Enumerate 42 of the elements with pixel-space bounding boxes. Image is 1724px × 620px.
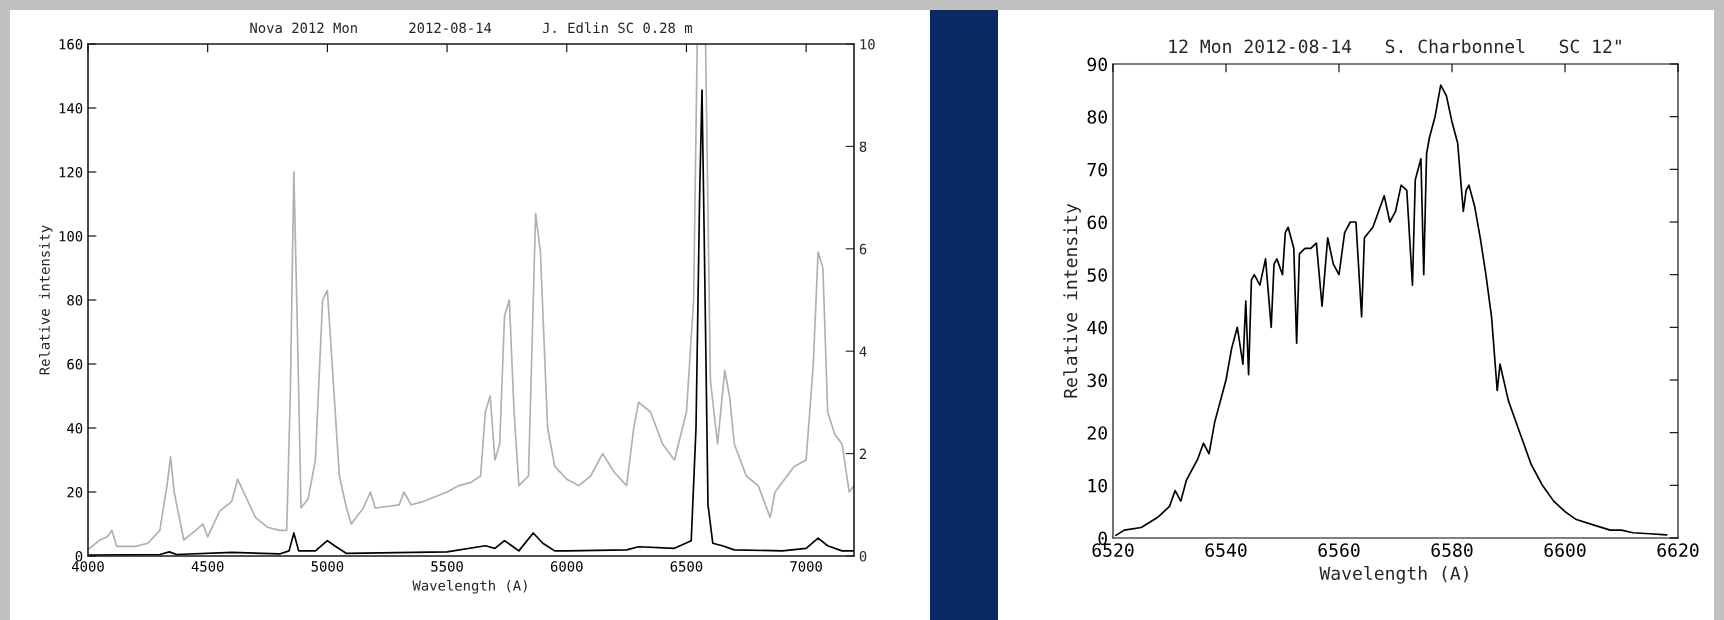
x-tick-label: 4000 (71, 561, 104, 572)
x-tick-label: 6580 (1431, 543, 1473, 557)
y-tick-label: 40 (67, 423, 83, 434)
y-tick-label: 10 (1088, 478, 1107, 493)
y2-tick-label: 10 (860, 39, 875, 50)
y-tick-label: 0 (75, 551, 83, 562)
x-tick-label: 5000 (311, 561, 344, 572)
y-tick-label: 40 (1087, 320, 1107, 335)
y-axis-title: Relative intensity (1063, 203, 1081, 398)
x-tick-label: 5500 (431, 561, 463, 572)
y2-tick-label: 8 (859, 141, 867, 152)
x-tick-label: 6620 (1657, 543, 1699, 557)
y-tick-label: 70 (1087, 162, 1107, 177)
y-tick-label: 120 (59, 167, 83, 178)
y-tick-label: 20 (1087, 426, 1107, 440)
y-tick-label: 160 (59, 39, 83, 50)
x-tick-label: 6560 (1318, 543, 1360, 557)
chart-title: Nova 2012 Mon 2012-08-14 J. Edlin SC 0.28 m (250, 22, 692, 34)
x-tick-label: 6500 (670, 561, 703, 572)
y-tick-label: 60 (67, 359, 83, 370)
x-tick-label: 6540 (1205, 543, 1247, 557)
x-tick-label: 6000 (550, 561, 583, 572)
x-tick-label: 6600 (1544, 543, 1586, 557)
y-tick-label: 30 (1087, 373, 1107, 388)
y-tick-label: 140 (59, 103, 83, 114)
y-tick-label: 90 (1087, 57, 1107, 72)
chart-title: 12 Mon 2012-08-14 S. Charbonnel SC 12" (1169, 39, 1621, 54)
x-axis-title: Wavelength (A) (412, 579, 527, 594)
x-axis-title: Wavelength (A) (1319, 565, 1468, 584)
x-tick-label: 4500 (191, 561, 224, 572)
y2-tick-label: 6 (859, 243, 867, 255)
y-tick-label: 50 (1087, 268, 1107, 282)
y-tick-label: 20 (67, 487, 83, 498)
y2-tick-label: 4 (859, 346, 867, 357)
y-tick-label: 60 (1087, 215, 1107, 230)
y-axis-title: Relative intensity (38, 225, 53, 375)
y-tick-label: 100 (59, 231, 83, 242)
y2-tick-label: 2 (859, 448, 867, 459)
y-tick-label: 80 (67, 295, 83, 306)
x-tick-label: 7000 (790, 561, 822, 572)
y2-tick-label: 0 (859, 551, 867, 562)
y-tick-label: 80 (1087, 110, 1107, 124)
